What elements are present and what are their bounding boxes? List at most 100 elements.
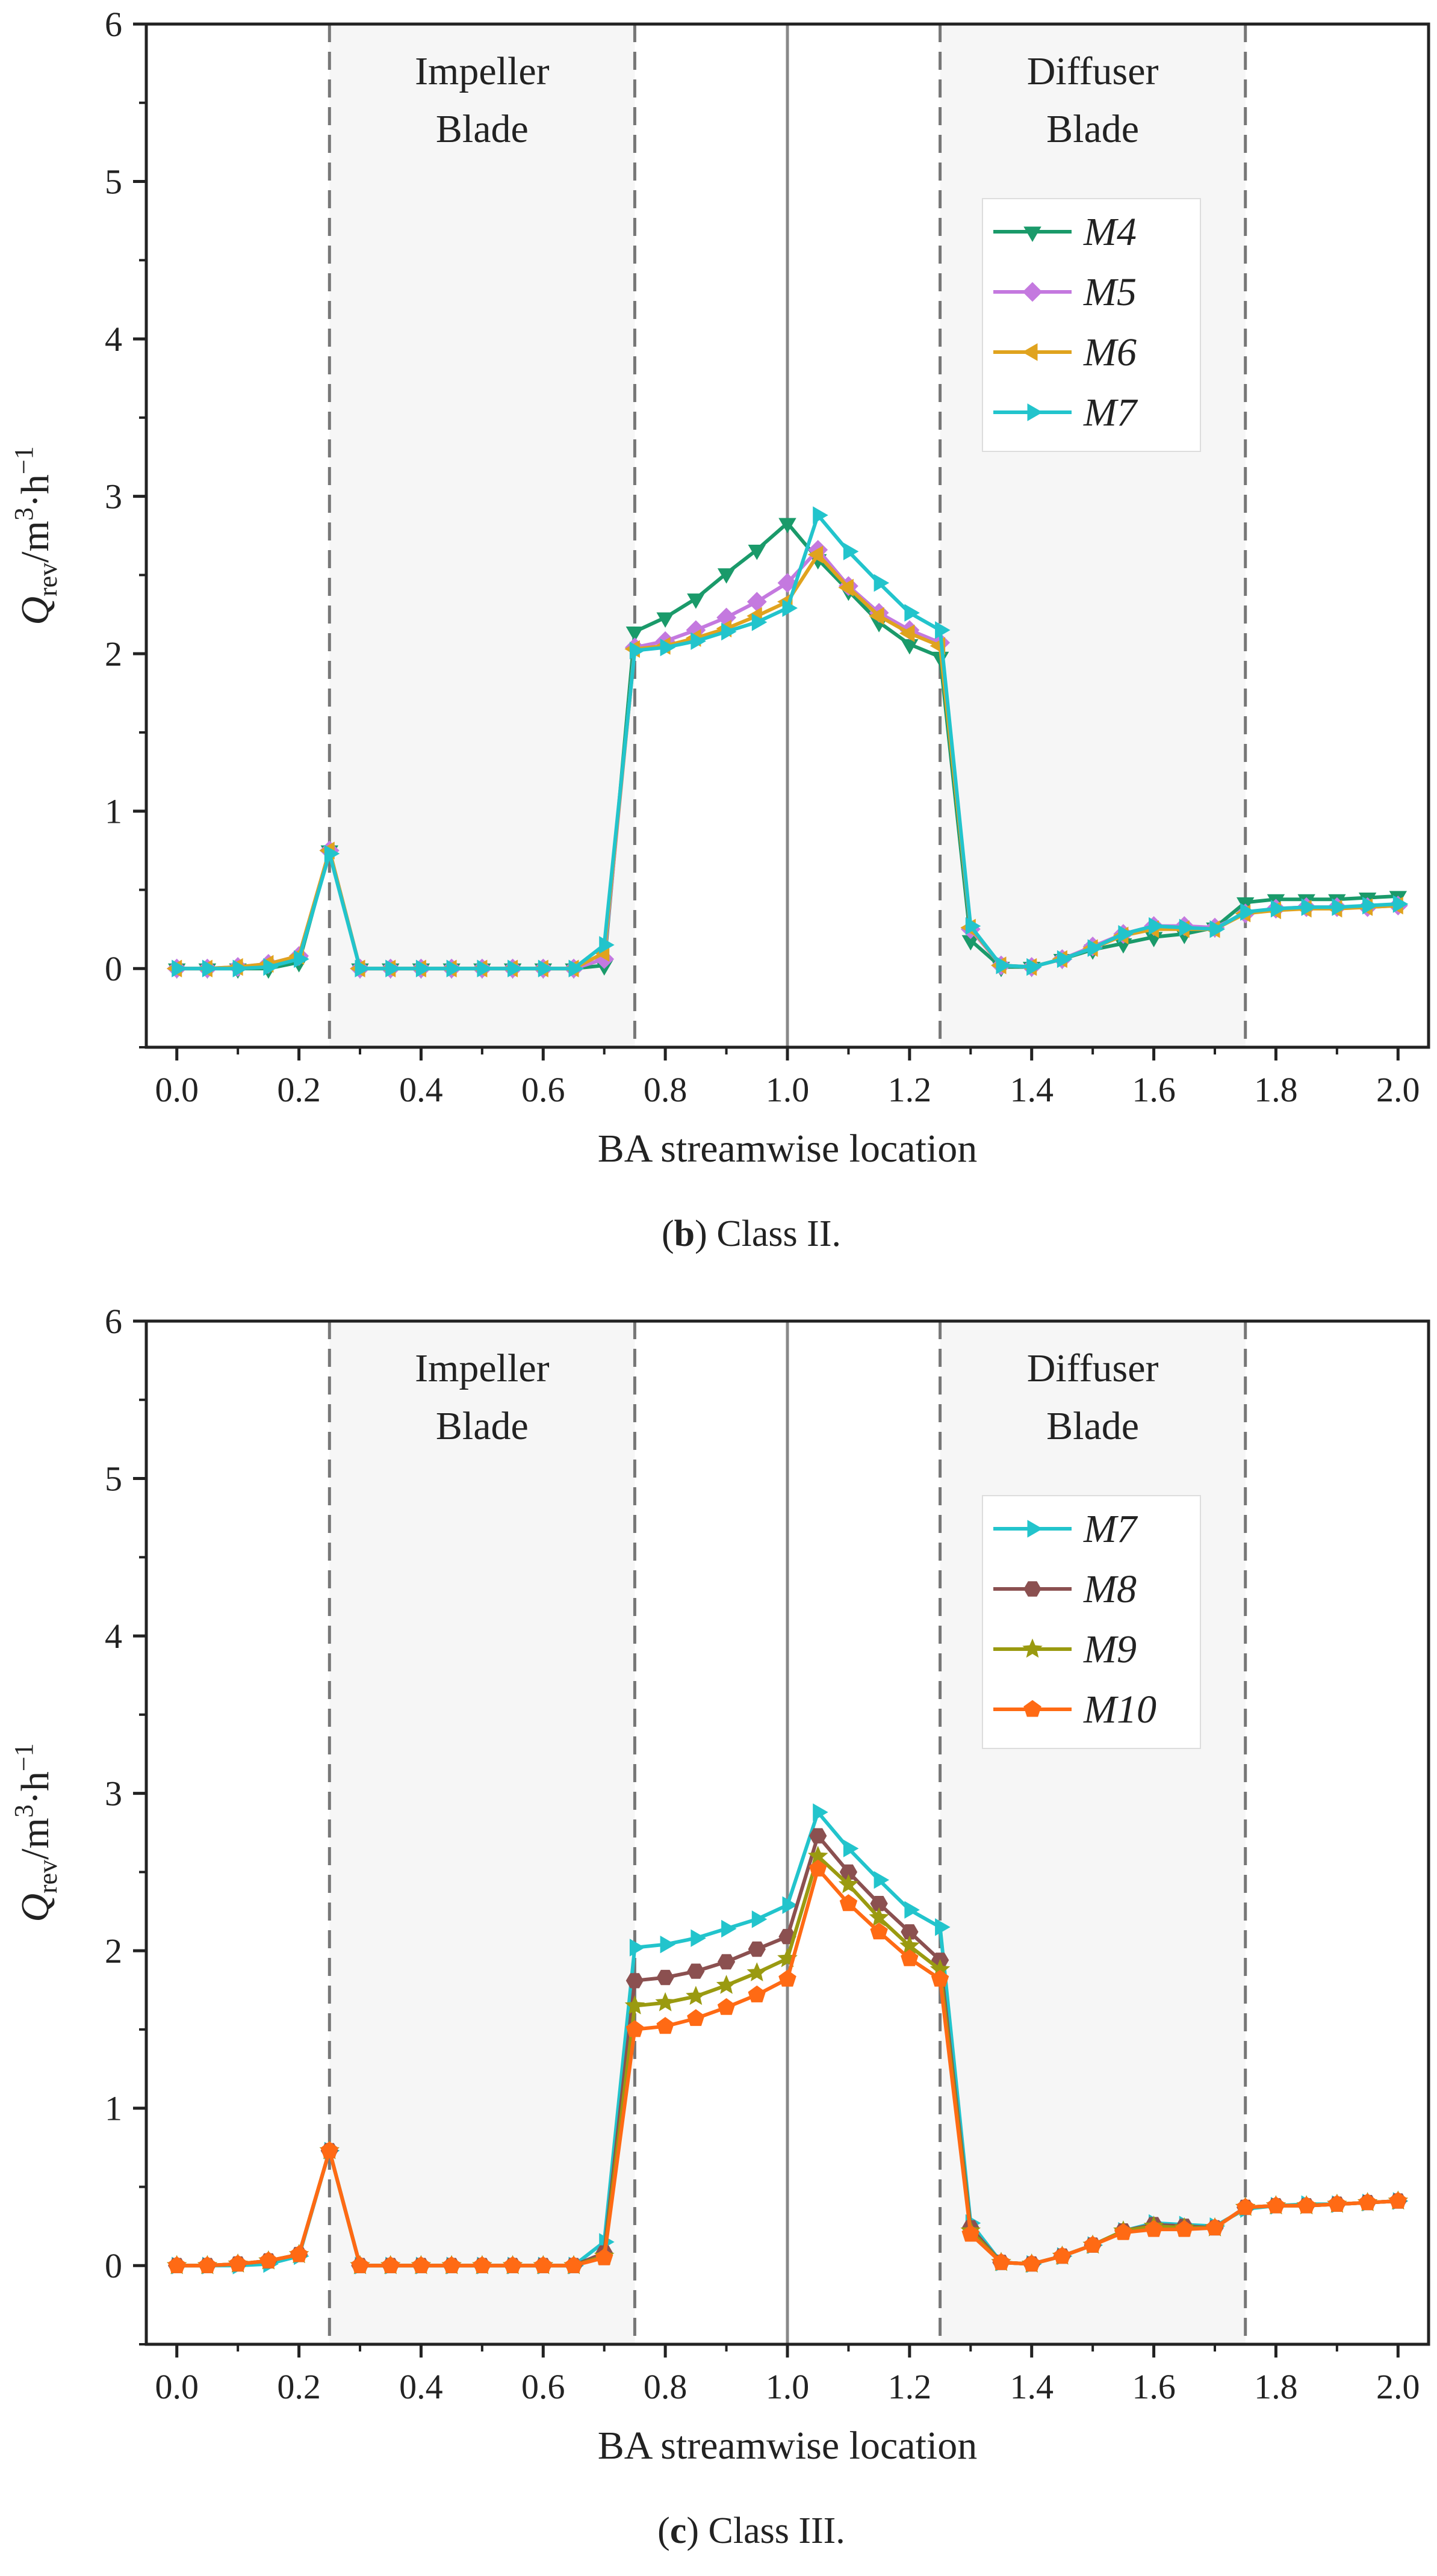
region-label-line2: Blade	[1046, 1404, 1139, 1448]
legend-label-m7: M7	[1083, 391, 1138, 435]
data-point-m9	[655, 1992, 675, 2011]
data-point-m7	[1332, 898, 1347, 916]
data-point-m8	[870, 1896, 888, 1912]
x-tick-label: 0.6	[521, 1070, 565, 1109]
data-point-m6	[838, 578, 854, 597]
region-label-line2: Blade	[1046, 107, 1139, 151]
region-label-line1: Impeller	[415, 49, 550, 93]
legend-swatch-marker	[1027, 1520, 1043, 1538]
data-point-m4	[778, 518, 796, 534]
data-point-m8	[687, 1963, 705, 1979]
x-tick-label: 1.6	[1132, 2367, 1176, 2406]
legend-label-m5: M5	[1083, 270, 1137, 314]
data-point-m9	[686, 1986, 706, 2005]
caption-close-paren: )	[695, 1213, 716, 1254]
data-point-m10	[595, 2248, 613, 2265]
x-tick-label: 0.0	[155, 1070, 199, 1109]
data-point-m7	[996, 956, 1011, 974]
data-point-m7	[660, 1935, 676, 1954]
y-axis-title-part: ·h	[13, 474, 57, 507]
data-point-m7	[782, 599, 798, 618]
y-axis-title-part: −1	[9, 446, 39, 474]
y-axis-title-part: /m	[13, 521, 57, 563]
data-point-m7	[232, 959, 249, 977]
x-tick-label: 1.2	[888, 2367, 932, 2406]
legend-swatch-marker	[1023, 226, 1041, 242]
data-point-m7	[1270, 900, 1286, 918]
x-tick-label: 0.4	[399, 1070, 443, 1109]
data-point-m8	[625, 1973, 644, 1989]
x-tick-label: 0.4	[399, 2367, 443, 2406]
data-point-m7	[568, 959, 584, 977]
blade-region-1	[940, 1321, 1246, 2344]
blade-region-0	[329, 24, 635, 1047]
data-point-m10	[290, 2245, 308, 2262]
legend-box	[982, 1495, 1201, 1749]
data-point-m4	[625, 627, 644, 642]
data-point-m7	[202, 959, 218, 977]
data-point-m7	[415, 959, 432, 977]
data-point-m10	[1358, 2193, 1377, 2211]
y-tick-label: 3	[105, 477, 122, 516]
data-point-m10	[625, 2020, 644, 2037]
caption-text: Class II.	[716, 1213, 841, 1254]
data-point-m10	[1389, 2191, 1407, 2209]
data-point-m10	[839, 1894, 858, 1912]
data-point-m7	[721, 1919, 737, 1938]
caption-close-paren: )	[686, 2510, 708, 2551]
data-point-m10	[320, 2141, 338, 2158]
y-tick-label: 2	[105, 634, 122, 673]
region-label-line2: Blade	[436, 1404, 529, 1448]
data-point-m7	[904, 1901, 920, 1919]
y-axis-title-part: rev	[33, 1860, 63, 1893]
y-axis-title-part: ·h	[13, 1771, 57, 1804]
data-point-m4	[717, 568, 736, 584]
y-tick-label: 5	[105, 1460, 122, 1499]
data-point-m10	[442, 2256, 461, 2273]
data-point-m9	[624, 1995, 645, 2014]
data-point-m10	[1114, 2223, 1132, 2240]
data-point-m10	[1328, 2194, 1346, 2212]
data-point-m7	[935, 1918, 951, 1936]
data-point-m7	[691, 1929, 706, 1947]
data-point-m10	[565, 2256, 583, 2273]
data-point-m7	[1087, 939, 1103, 957]
data-point-m7	[874, 1871, 890, 1889]
y-tick-label: 5	[105, 163, 122, 202]
data-point-m9	[838, 1874, 859, 1893]
x-tick-label: 1.6	[1132, 1070, 1176, 1109]
y-axis-title-part: Q	[13, 596, 57, 625]
legend-label-m7: M7	[1083, 1507, 1138, 1551]
data-point-m10	[1267, 2196, 1285, 2214]
data-point-m7	[1118, 924, 1134, 943]
data-point-m7	[721, 622, 737, 641]
x-tick-label: 0.2	[277, 1070, 321, 1109]
data-point-m10	[412, 2256, 430, 2273]
legend-label-m4: M4	[1083, 210, 1137, 254]
data-point-m7	[1179, 918, 1195, 937]
y-axis-title-part: /m	[13, 1818, 57, 1860]
y-axis-title: Qrev/m3·h−1	[9, 1743, 63, 1922]
x-axis-title: BA streamwise location	[598, 1127, 978, 1171]
data-point-m10	[748, 1985, 766, 2002]
y-axis-title-part: −1	[9, 1743, 39, 1771]
data-point-m10	[1175, 2220, 1193, 2237]
caption-open-paren: (	[662, 1213, 674, 1254]
data-point-m7	[691, 632, 706, 650]
legend-box	[982, 198, 1201, 452]
data-point-m7	[294, 950, 309, 968]
figure-caption: (b) Class II.	[662, 1213, 841, 1254]
x-axis-title: BA streamwise location	[598, 2424, 978, 2468]
data-point-m7	[1057, 950, 1073, 968]
data-point-m7	[874, 574, 890, 592]
data-point-m8	[809, 1828, 827, 1844]
caption-label: b	[674, 1213, 695, 1254]
x-tick-label: 1.0	[766, 1070, 810, 1109]
legend-swatch-marker	[1027, 403, 1043, 421]
data-point-m7	[751, 1910, 768, 1928]
data-point-m8	[717, 1954, 736, 1970]
data-point-m4	[687, 593, 705, 609]
legend-swatch-marker	[1022, 282, 1043, 302]
figure-caption: (c) Class III.	[657, 2510, 845, 2551]
legend-label-m10: M10	[1083, 1688, 1156, 1732]
